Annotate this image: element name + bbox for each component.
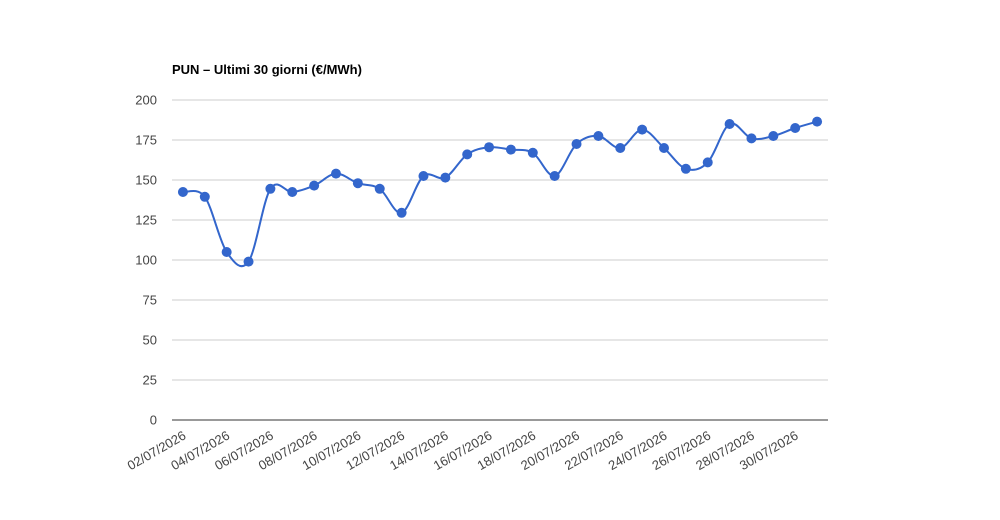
- y-tick-label: 125: [135, 213, 157, 228]
- point: [746, 133, 757, 144]
- point: [593, 131, 604, 141]
- point: [265, 183, 276, 194]
- point: [571, 139, 582, 149]
- point: [637, 124, 648, 135]
- point: [680, 163, 691, 174]
- chart-title: PUN – Ultimi 30 giorni (€/MWh): [172, 62, 362, 77]
- point: [527, 147, 538, 158]
- point: [440, 172, 451, 183]
- point: [396, 207, 407, 218]
- y-tick-label: 0: [150, 413, 157, 428]
- y-tick-label: 100: [135, 253, 157, 268]
- point: [812, 116, 823, 127]
- point: [702, 157, 713, 168]
- point: [790, 123, 801, 133]
- y-tick-label: 200: [135, 93, 157, 108]
- y-tick-label: 175: [135, 133, 157, 148]
- point: [221, 247, 232, 257]
- y-tick-label: 50: [143, 333, 157, 348]
- point: [243, 256, 254, 267]
- point: [659, 143, 669, 153]
- point: [484, 142, 495, 153]
- point: [505, 144, 516, 155]
- line: [182, 120, 818, 268]
- y-tick-label: 75: [143, 293, 157, 308]
- point: [331, 168, 341, 179]
- point: [177, 187, 188, 197]
- point: [374, 183, 385, 194]
- point: [287, 187, 298, 197]
- point: [615, 143, 626, 153]
- point: [768, 131, 779, 141]
- point: [199, 191, 210, 202]
- y-tick-label: 25: [143, 373, 157, 388]
- point: [352, 178, 363, 189]
- point: [724, 119, 735, 129]
- point: [309, 180, 320, 191]
- point: [549, 171, 560, 181]
- point: [462, 149, 473, 160]
- point: [418, 171, 429, 181]
- y-tick-label: 150: [135, 173, 157, 188]
